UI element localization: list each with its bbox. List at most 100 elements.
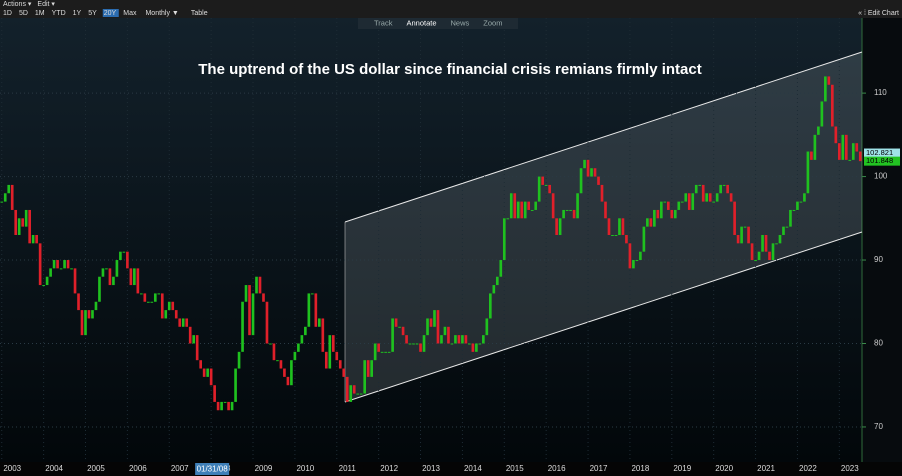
candle (523, 201, 527, 219)
candle (586, 159, 590, 177)
x-tick-label: 2019 (673, 464, 691, 473)
candle (234, 368, 237, 402)
candle (450, 343, 454, 345)
range-button[interactable]: 5D (19, 10, 28, 17)
candle (478, 343, 482, 345)
x-tick-label: 2003 (3, 464, 21, 473)
candle (590, 168, 593, 177)
candle (482, 335, 485, 344)
range-button[interactable]: 20Y (104, 10, 117, 17)
candle (708, 193, 712, 202)
range-active (102, 9, 119, 17)
candle (391, 318, 394, 352)
candle (21, 218, 25, 227)
candle (597, 176, 600, 185)
candle (283, 368, 286, 377)
candle (248, 285, 251, 336)
tool-button[interactable]: Annotate (406, 18, 436, 27)
x-tick-label: 2004 (45, 464, 63, 473)
menu[interactable]: Actions ▾ (3, 1, 32, 8)
candle (464, 335, 468, 344)
candle (841, 134, 845, 160)
candle (495, 276, 499, 286)
candle (101, 268, 105, 277)
candle (112, 276, 115, 286)
range-button[interactable]: 1M (35, 10, 45, 17)
x-tick-label: 2011 (339, 464, 357, 473)
candle (297, 343, 300, 352)
candle (712, 201, 716, 203)
range-button[interactable]: 5Y (88, 10, 97, 17)
candle (771, 243, 775, 261)
candle (146, 301, 150, 303)
candle (796, 201, 799, 210)
range-button[interactable]: Max (123, 10, 137, 17)
x-tick-label: 2006 (129, 464, 147, 473)
candle (422, 335, 426, 352)
candle (831, 84, 834, 127)
candle (457, 335, 461, 344)
candle (405, 335, 408, 344)
candle (492, 285, 496, 294)
tool-button[interactable]: News (451, 18, 470, 27)
candle (642, 226, 646, 252)
candle (544, 184, 548, 186)
range-button[interactable]: YTD (52, 10, 66, 17)
menu[interactable]: Edit ▾ (37, 1, 55, 8)
x-tick-label: 2010 (296, 464, 314, 473)
table-button[interactable]: Table (191, 10, 208, 17)
tool-button[interactable]: Track (374, 18, 393, 27)
range-button[interactable]: 1Y (73, 10, 82, 17)
x-tick-label: 2017 (590, 464, 608, 473)
candle (614, 234, 618, 236)
edit-chart[interactable]: « ⁞ Edit Chart (858, 10, 899, 17)
candle (715, 193, 719, 202)
candle (136, 268, 140, 294)
candle (143, 293, 147, 302)
price-tag (864, 148, 900, 158)
candle (56, 260, 59, 269)
candle (750, 243, 754, 261)
candle (300, 335, 304, 344)
candle (80, 310, 84, 336)
candle (38, 243, 42, 286)
candle (579, 168, 583, 194)
candle (262, 293, 265, 302)
candle (202, 368, 206, 377)
candle (485, 318, 489, 336)
candle (691, 193, 695, 210)
candle (792, 209, 796, 211)
tool-button[interactable]: Zoom (483, 18, 502, 27)
candle (174, 310, 178, 319)
candle (150, 301, 154, 303)
candle (576, 193, 579, 219)
candle (3, 193, 7, 202)
candle (105, 268, 108, 270)
candle (429, 318, 433, 327)
candle (164, 310, 168, 319)
candle (775, 243, 778, 245)
candle (701, 184, 705, 202)
price-tag-label: 102.821 (866, 148, 893, 157)
candle (342, 368, 346, 377)
candle (24, 209, 28, 227)
candle (258, 276, 262, 294)
candle (646, 218, 649, 227)
x-tick-label: 2018 (631, 464, 649, 473)
candle (761, 234, 764, 252)
candle (611, 234, 614, 236)
y-tick-label: 90 (874, 255, 883, 264)
candle (747, 226, 750, 244)
candle (223, 401, 227, 403)
period-select[interactable]: Monthly ▼ (145, 10, 178, 17)
candle (516, 201, 520, 219)
candle (670, 209, 674, 219)
candle (426, 318, 429, 336)
candle (433, 310, 436, 327)
candle (837, 143, 841, 160)
candle (653, 209, 656, 227)
range-button[interactable]: 1D (3, 10, 12, 17)
x-tick-label: 2022 (799, 464, 817, 473)
candle (813, 134, 817, 160)
candle (331, 335, 335, 352)
